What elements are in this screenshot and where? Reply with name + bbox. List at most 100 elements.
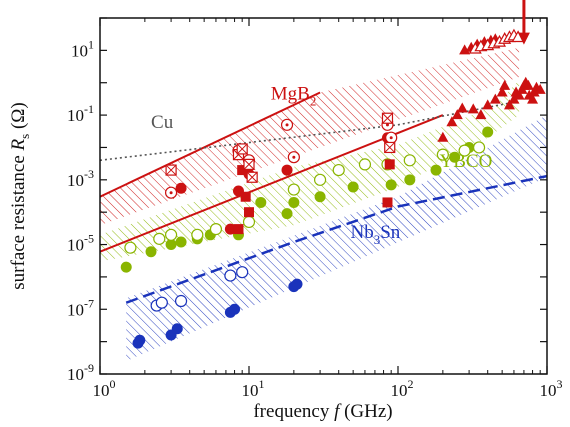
point-mgb2-open-square-x [246,171,258,183]
point-ybco-filled-circle [314,191,326,203]
point-nb3sn-open-circle [155,296,168,309]
point-mgb2-filled-triangle [496,86,508,97]
point-ybco-open-circle [191,228,204,241]
point-nb3sn-open-circle [174,294,188,308]
point-ybco-filled-circle [120,261,132,273]
point-nb3sn-filled-circle [229,303,241,315]
point-mgb2-open-square-x [381,112,394,124]
y-axis-title: surface resistance Rs (Ω) [8,102,32,289]
point-mgb2-filled-triangle [475,109,487,120]
point-ybco-open-circle [436,148,449,161]
y-tick-label: 10-7 [67,296,94,319]
point-ybco-open-circle [153,232,166,245]
point-mgb2-filled-triangle [534,83,546,94]
point-mgb2-open-circle-dot [280,118,294,131]
point-ybco-open-circle [164,228,178,241]
point-ybco-filled-circle [165,239,177,251]
shaded-regions [100,47,547,362]
point-mgb2-filled-triangle [508,93,520,104]
point-ybco-open-circle [403,154,416,167]
point-mgb2-open-circle-dot [164,186,178,199]
line-mgb2-upper [100,91,321,198]
point-ybco-filled-circle [145,246,157,258]
series-labels: MgB2 Cu YBCO Nb3Sn [151,84,492,247]
point-ybco-filled-circle [430,164,442,176]
x-axis-title: frequency f (GHz) [253,401,392,422]
point-mgb2-filled-triangle [503,99,515,110]
point-mgb2-filled-square [233,224,244,235]
point-mgb2-filled-circle [281,164,293,176]
point-ybco-filled-circle [175,236,187,248]
region-ybco-band [100,80,520,262]
point-mgb2-filled-triangle [499,79,511,90]
point-mgb2-filled-triangle [437,131,449,142]
point-ybco-filled-circle [449,151,461,163]
point-ybco-open-circle [458,144,471,157]
point-ybco-open-circle [472,141,486,154]
point-nb3sn-open-circle [236,266,249,279]
x-tick-label: 101 [242,377,265,400]
point-mgb2-filled-square [244,207,254,218]
point-ybco-open-circle [358,158,372,171]
point-mgb2-open-square-x [236,143,248,155]
point-mgb2-filled-triangle [446,116,458,127]
point-mgb2-filled-triangle [489,93,501,104]
point-mgb2-filled-triangle [459,44,471,55]
point-mgb2-filled-circle [224,223,236,235]
point-mgb2-filled-triangle [467,103,479,114]
point-mgb2-open-square-x [165,164,177,176]
point-ybco-open-circle [124,241,137,254]
data-points [120,28,546,349]
y-tick-label: 10-3 [67,167,94,190]
label-cu: Cu [151,112,174,133]
x-tick-label: 103 [540,377,563,400]
y-tick-label: 10-1 [67,102,94,125]
point-ybco-open-circle [287,183,300,196]
point-mgb2-open-circle-dot [385,131,398,144]
point-nb3sn-filled-circle [291,278,303,290]
point-mgb2-filled-triangle [482,99,494,110]
label-mgb2: MgB2 [271,84,317,109]
point-mgb2-filled-square [240,191,251,202]
point-ybco-filled-circle [404,174,416,186]
axis-ticks: 100 101 102 103 10-9 10-7 10-5 10-3 10-1 101 [67,17,563,400]
point-mgb2-filled-triangle [527,93,539,104]
point-ybco-open-circle [313,173,327,186]
point-ybco-filled-circle [255,196,267,208]
plot-frame [99,17,548,375]
point-nb3sn-filled-circle [171,323,183,335]
x-tick-label: 102 [391,377,414,400]
point-ybco-filled-circle [288,196,300,208]
point-mgb2-filled-square [237,165,248,176]
point-ybco-open-circle [332,163,345,177]
point-mgb2-open-circle-dot [287,151,300,164]
point-mgb2-filled-triangle [522,79,534,90]
point-ybco-filled-circle [347,181,359,193]
label-ybco: YBCO [440,151,493,172]
point-mgb2-open-square-x [243,158,255,170]
region-nb3sn-band [126,115,547,362]
label-nb3sn: Nb3Sn [351,222,401,247]
point-mgb2-filled-triangle [513,89,525,100]
highlight-arrow [517,0,530,45]
point-mgb2-filled-square [384,159,395,170]
y-tick-label: 101 [71,37,94,60]
point-nb3sn-open-circle [224,269,237,282]
line-cu [100,101,515,162]
point-ybco-filled-circle [482,126,494,138]
point-ybco-open-circle [242,215,256,229]
region-mgb2-band [100,47,520,226]
point-mgb2-open-square-x [384,141,396,154]
point-mgb2-filled-triangle [456,102,468,113]
point-ybco-filled-circle [385,179,397,191]
point-ybco-filled-circle [281,208,293,220]
point-mgb2-filled-triangle [451,109,463,120]
line-nb3sn-lower [125,174,547,304]
x-tick-label: 100 [93,377,116,400]
y-tick-label: 10-5 [67,232,94,255]
point-mgb2-filled-circle [175,182,187,194]
point-ybco-open-circle [209,223,223,236]
y-tick-label: 10-9 [67,361,94,384]
point-mgb2-filled-square [382,197,393,208]
